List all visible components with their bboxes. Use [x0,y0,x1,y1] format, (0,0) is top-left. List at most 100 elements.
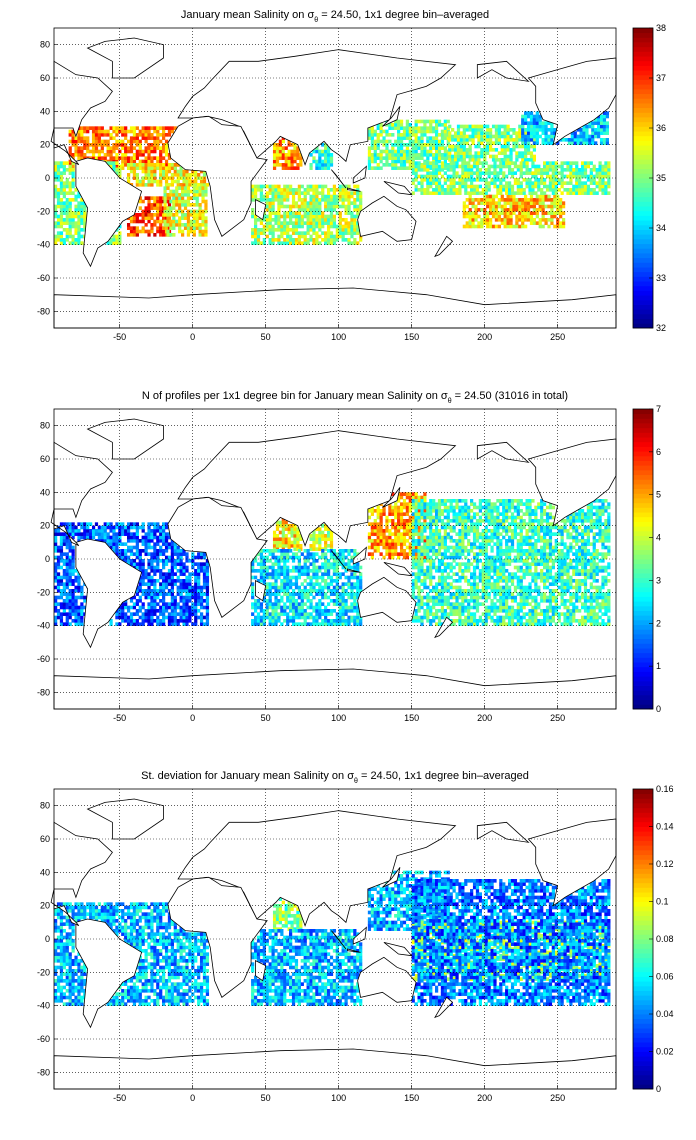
heat-cell [321,218,324,222]
heat-cell [156,619,159,623]
heat-cell [289,602,292,606]
heat-cell [277,211,280,215]
heat-cell [496,175,499,179]
chart-panel-1: January mean Salinity on σθ = 24.50, 1x1… [37,9,666,342]
heat-cell [307,221,310,225]
heat-cell [276,146,279,150]
heat-cell [321,221,324,225]
heat-cell [277,612,280,616]
heat-cell [394,153,397,157]
heat-cell [525,185,528,189]
heat-cell [575,168,578,172]
heat-cell [145,206,148,210]
heat-cell [550,125,553,129]
heat-cell [277,208,280,212]
heat-cell [587,161,590,165]
heat-cell [289,579,292,583]
heat-cell [147,133,150,137]
heat-cell [187,190,190,194]
heat-cell [598,185,601,189]
heat-cell [588,135,591,139]
heat-cell [539,125,542,129]
heat-cell [353,602,356,606]
heat-cell [327,609,330,613]
heat-cell [534,185,537,189]
heat-cell [274,596,277,600]
heat-cell [63,171,66,175]
heat-cell [480,131,483,135]
heat-cell [469,215,472,219]
heat-cell [153,586,156,590]
heat-cell [380,130,383,134]
heat-cell [295,602,298,606]
heat-cell [142,133,145,137]
heat-cell [286,592,289,596]
heat-cell [607,165,610,169]
heat-cell [496,185,499,189]
heat-cell [520,185,523,189]
heat-cell [98,140,101,144]
heat-cell [582,138,585,142]
heat-cell [588,125,591,129]
heat-cell [486,148,489,152]
heat-cell [530,155,533,159]
heat-cell [339,576,342,580]
heat-cell [293,537,296,541]
heat-cell [197,602,200,606]
heat-cell [276,163,279,167]
heat-cell [139,599,142,603]
heat-cell [124,526,127,530]
heat-cell [312,544,315,548]
heat-cell [124,552,127,556]
heat-cell [502,165,505,169]
heat-cell [150,160,153,164]
heat-cell [295,616,298,620]
heat-cell [185,592,188,596]
heat-cell [273,534,276,538]
heat-cell [124,130,127,134]
heat-cell [115,146,118,150]
heat-cell [342,599,345,603]
heat-cell [350,221,353,225]
heat-cell [515,135,518,139]
heat-cell [272,566,275,570]
heat-cell [182,566,185,570]
heat-cell [74,195,77,199]
heat-cell [66,602,69,606]
heat-cell [536,221,539,225]
heat-cell [188,579,191,583]
heat-cell [559,201,562,205]
heat-cell [153,612,156,616]
heat-cell [139,133,142,137]
heat-cell [185,180,188,184]
heat-cell [561,181,564,185]
heat-cell [474,215,477,219]
heat-cell [266,599,269,603]
heat-cell [194,592,197,596]
heat-cell [518,151,521,155]
heat-cell [537,168,540,172]
heat-cell [518,205,521,209]
heat-cell [57,221,60,225]
heat-cell [72,572,75,576]
heat-cell [460,125,463,129]
heat-cell [292,231,295,235]
heat-cell [359,566,362,570]
heat-cell [257,185,260,189]
heat-cell [286,221,289,225]
heat-cell [530,131,533,135]
heat-cell [130,616,133,620]
heat-cell [339,205,342,209]
heat-cell [54,536,57,540]
heat-cell [550,131,553,135]
heat-cell [489,205,492,209]
heat-cell [536,198,539,202]
heat-cell [54,529,57,533]
heat-cell [298,606,301,610]
heat-cell [536,115,539,119]
heat-cell [406,166,409,170]
heat-cell [182,609,185,613]
heat-cell [206,616,209,620]
heat-cell [98,156,101,160]
heat-cell [156,206,159,210]
